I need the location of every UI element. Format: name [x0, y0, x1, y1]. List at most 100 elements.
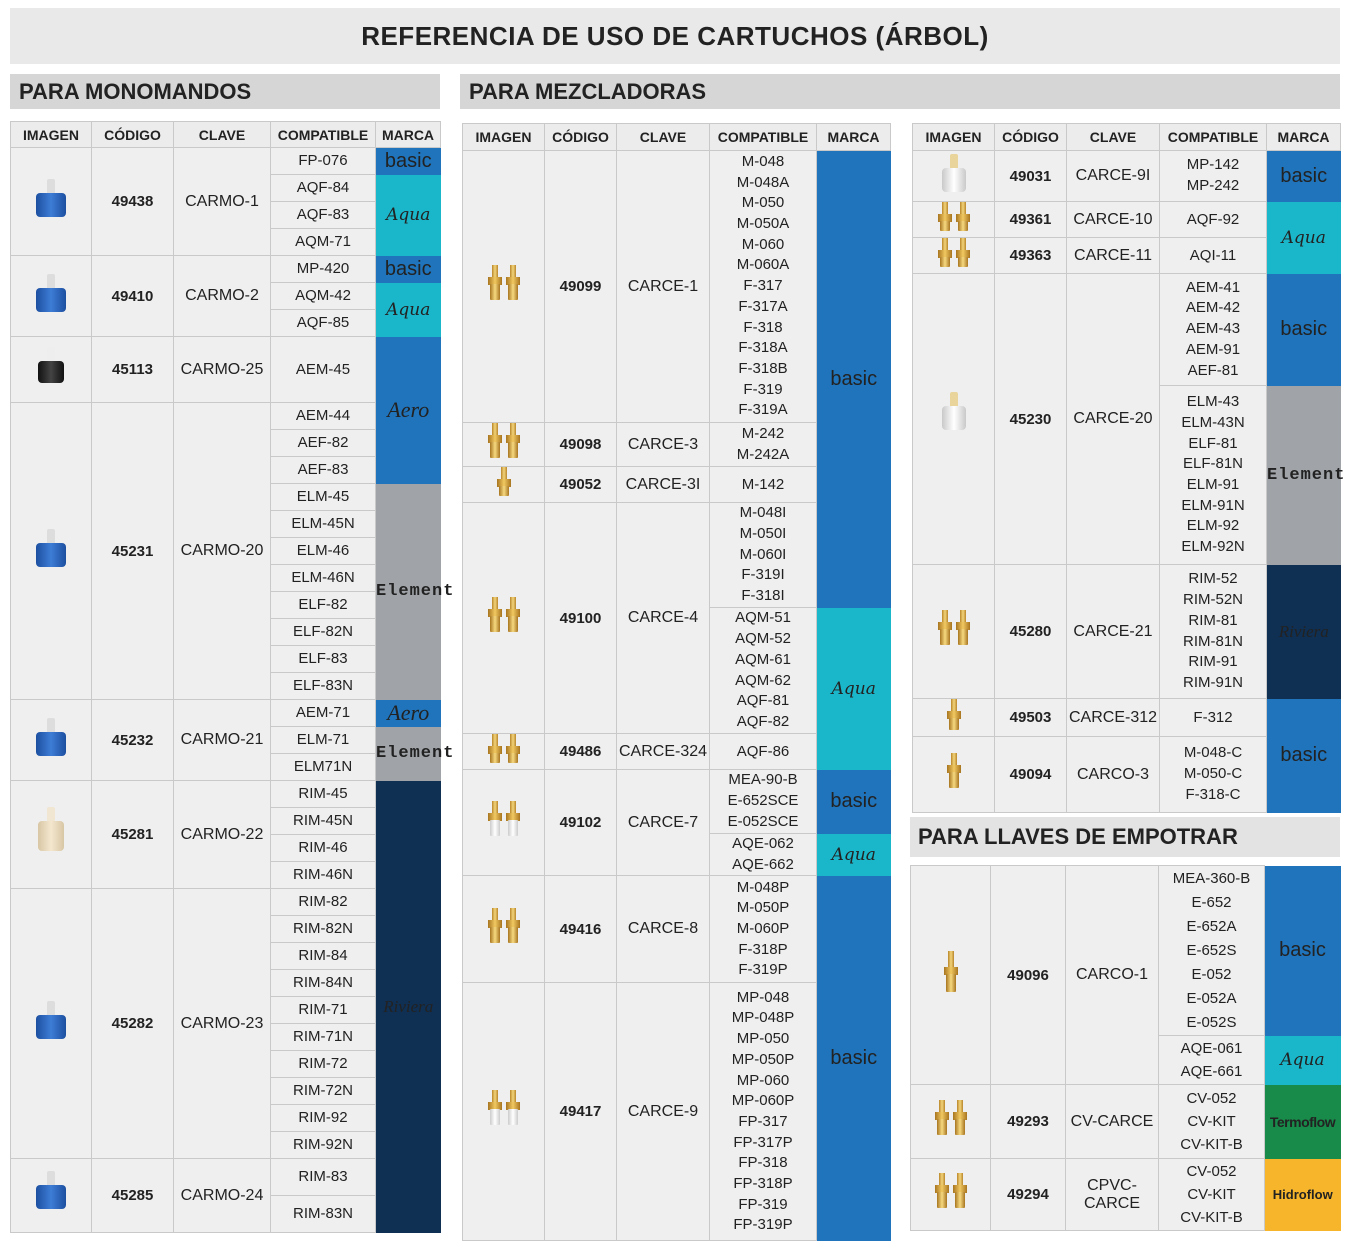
compatible-item: F-319P: [738, 961, 788, 979]
table-empotrar: 49096 CARCO-1 MEA-360-B E-652 E-652A E-6…: [910, 865, 1341, 1231]
table-row: ELF-82N: [11, 618, 441, 646]
compatible-cell: RIM-83N: [270, 1195, 376, 1233]
compatible-cell: AQF-83: [270, 201, 376, 229]
compatible-item: FP-317P: [733, 1133, 793, 1151]
brass-cartridge-icon: [505, 1090, 520, 1128]
compatible-item: MEA-90-B: [728, 771, 798, 789]
table-row: RIM-46: [11, 834, 441, 862]
table-row: 45230 CARCE-20 AEM-41 AEM-42 AEM-43 AEM-…: [912, 273, 1341, 565]
table-row: ELM-46: [11, 537, 441, 565]
header-codigo: CÓDIGO: [91, 121, 174, 148]
compatible-item: F-319: [743, 380, 783, 398]
brass-cartridge-icon: [943, 950, 958, 995]
section-monomandos: PARA MONOMANDOS: [10, 74, 440, 109]
cartridge-image: [10, 336, 92, 403]
compatible-item: ELM-91N: [1181, 496, 1245, 514]
table-row: ELM-43 ELM-43N ELF-81 ELF-81N ELM-91 ELM…: [913, 385, 1344, 565]
compatible-item: F-319A: [738, 401, 788, 419]
table-row: 45113 CARMO-25 AEM-45 Aero: [10, 336, 441, 484]
compatible-cell: CV-052 CV-KIT CV-KIT-B: [1158, 1158, 1265, 1231]
table-row: 49294 CPVC-CARCE CV-052 CV-KIT CV-KIT-B …: [910, 1158, 1341, 1231]
compatible-cell: MP-048 MP-048P MP-050 MP-050P MP-060 MP-…: [709, 982, 817, 1241]
table-row: 49486 CARCE-324 AQF-86: [462, 733, 891, 770]
compatible-item: RIM-91: [1188, 653, 1238, 671]
compatible-cell: RIM-82N: [270, 915, 376, 943]
header-compatible: COMPATIBLE: [270, 121, 376, 148]
compatible-item: CV-KIT: [1187, 1186, 1236, 1203]
codigo-cell: 45230: [994, 273, 1067, 565]
table-row: RIM-71N: [11, 1023, 441, 1051]
brand-basic: basic: [816, 769, 891, 834]
cartridge-image: [912, 564, 995, 699]
compatible-cell: RIM-71: [270, 996, 376, 1024]
brass-cartridge-icon: [505, 423, 520, 461]
header-imagen: IMAGEN: [462, 123, 545, 151]
compatible-item: E-652: [1191, 893, 1232, 911]
compatible-cell: ELF-83N: [270, 672, 376, 700]
table-row: AQE-062 AQE-662 Aqua: [463, 832, 891, 877]
compatible-item: MP-060: [736, 1071, 790, 1089]
compatible-item: E-052A: [1186, 989, 1237, 1007]
brass-cartridge-icon: [496, 467, 511, 497]
compatible-item: RIM-91N: [1182, 673, 1243, 691]
cartridge-icon: [34, 179, 68, 219]
table-row: 45231 CARMO-20 AEM-44: [10, 402, 441, 700]
compatible-cell: RIM-71N: [270, 1023, 376, 1051]
compatible-item: M-048-C: [1183, 744, 1243, 762]
brass-cartridge-icon: [505, 801, 520, 839]
brand-element: Element: [375, 483, 453, 700]
brand-basic: basic: [1264, 865, 1341, 1036]
compatible-item: FP-318: [738, 1154, 788, 1172]
cartridge-image: [912, 201, 995, 238]
brass-cartridge-icon: [952, 1100, 967, 1138]
compatible-item: F-318B: [738, 359, 788, 377]
table-row: 45232 CARMO-21 AEM-71 Aero: [10, 699, 441, 781]
compatible-cell: ELM-45: [270, 483, 376, 511]
table-row: 49098 CARCE-3 M-242 M-242A: [462, 422, 891, 467]
compatible-cell: ELM-45N: [270, 510, 376, 538]
header-clave: CLAVE: [1066, 123, 1160, 151]
cartridge-image: [10, 780, 92, 889]
compatible-cell: ELF-82: [270, 591, 376, 619]
clave-cell: CARCE-3I: [616, 466, 710, 503]
brand-aqua: Aqua: [816, 607, 891, 770]
cartridge-icon: [34, 1001, 68, 1041]
compatible-item: F-318P: [738, 940, 788, 958]
cartridge-image: [462, 875, 545, 984]
compatible-item: AEF-81: [1187, 361, 1239, 379]
table-row: RIM-84: [11, 942, 441, 970]
compatible-item: AEM-43: [1185, 320, 1241, 338]
compatible-item: MP-050: [736, 1030, 790, 1048]
clave-cell: CARCE-8: [616, 875, 710, 984]
cartridge-image: [462, 502, 545, 734]
compatible-item: MP-060P: [731, 1092, 795, 1110]
table-row: AEF-83: [11, 456, 441, 484]
compatible-item: F-317: [743, 277, 783, 295]
brass-cartridge-icon: [946, 753, 961, 791]
codigo-cell: 49098: [544, 422, 617, 467]
compatible-item: FP-319P: [733, 1216, 793, 1234]
compatible-cell: ELM-46N: [270, 564, 376, 592]
table-row: AQE-061 AQE-661 Aqua: [911, 1035, 1341, 1085]
header-codigo: CÓDIGO: [544, 123, 617, 151]
clave-cell: CARCE-7: [616, 768, 710, 877]
compatible-cell: RIM-83: [270, 1158, 376, 1196]
table-row: RIM-83N: [11, 1195, 441, 1233]
compatible-cell: MP-420: [270, 255, 376, 283]
clave-cell: CARCO-3: [1066, 736, 1160, 813]
clave-cell: CARCE-312: [1066, 698, 1160, 737]
compatible-cell: AEF-83: [270, 456, 376, 484]
cartridge-image: [910, 1084, 991, 1159]
compatible-item: E-652SCE: [727, 792, 799, 810]
clave-cell: CARMO-24: [173, 1158, 271, 1233]
compatible-item: E-652S: [1186, 941, 1237, 959]
table-row: ELM-71 Element: [11, 726, 453, 781]
brand-element: Element: [1266, 385, 1344, 565]
clave-cell: CARMO-2: [173, 255, 271, 337]
compatible-cell: AEF-82: [270, 429, 376, 457]
cartridge-icon: [34, 528, 68, 569]
compatible-item: F-318: [743, 318, 783, 336]
cartridge-image: [912, 150, 995, 202]
compatible-item: ELM-91: [1186, 476, 1240, 493]
compatible-cell: RIM-92N: [270, 1131, 376, 1159]
